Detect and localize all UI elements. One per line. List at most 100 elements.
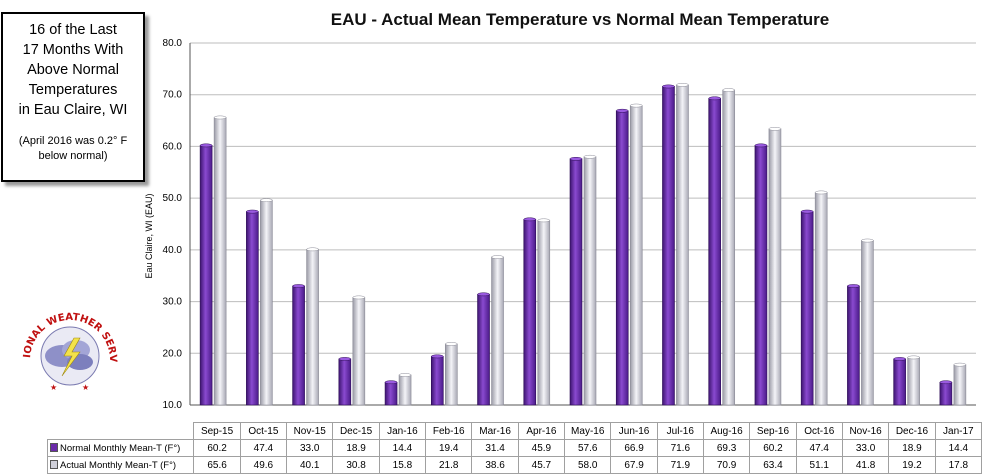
- y-tick-label: 10.0: [163, 400, 183, 411]
- bar-top-normal-Sep-15: [199, 143, 213, 148]
- y-tick-label: 60.0: [163, 141, 183, 152]
- bar-actual-Nov-16: [861, 240, 874, 406]
- bar-normal-Oct-16: [800, 211, 814, 406]
- data-label-actual: 15.8: [378, 456, 427, 474]
- bar-normal-Dec-16: [893, 358, 906, 406]
- y-axis-ticks: 10.0 20.0 30.0 40.0 50.0 60.0 70.0 80.0: [163, 38, 183, 411]
- x-tick-label: Nov-16: [841, 422, 890, 440]
- data-label-normal: 69.3: [702, 439, 751, 457]
- annotation-line-2: 17 Months With: [22, 42, 124, 58]
- annotation-line-5: in Eau Claire, WI: [18, 102, 128, 118]
- legend-swatch-normal: [50, 443, 58, 453]
- data-label-actual: 58.0: [564, 456, 612, 474]
- bar-normal-Oct-15: [246, 211, 259, 406]
- bar-top-actual-Nov-15: [306, 247, 319, 252]
- x-tick-label: Sep-15: [193, 422, 241, 440]
- bar-top-actual-Jan-16: [398, 373, 412, 377]
- data-label-actual: 63.4: [749, 456, 797, 474]
- bar-top-actual-Oct-15: [260, 198, 273, 203]
- data-label-actual: 21.8: [425, 456, 473, 474]
- data-label-normal: 14.4: [934, 439, 982, 457]
- bar-actual-Oct-16: [814, 192, 828, 406]
- data-label-actual: 40.1: [286, 456, 334, 474]
- y-tick-label: 30.0: [163, 297, 183, 308]
- x-tick-label: May-16: [564, 422, 612, 440]
- data-label-normal: 71.6: [656, 439, 704, 457]
- data-label-normal: 60.2: [193, 439, 241, 457]
- bar-normal-Jul-16: [662, 86, 675, 406]
- bar-top-normal-Nov-16: [847, 284, 860, 288]
- x-tick-label: Apr-16: [517, 422, 566, 440]
- bar-actual-Apr-16: [537, 220, 551, 406]
- y-axis-label: Eau Claire, WI (EAU): [144, 193, 154, 278]
- data-label-actual: 30.8: [332, 456, 380, 474]
- bar-actual-May-16: [583, 156, 597, 406]
- x-tick-label: Dec-15: [332, 422, 380, 440]
- bar-actual-Sep-15: [213, 117, 227, 406]
- bar-top-normal-Sep-16: [754, 143, 768, 148]
- legend-label-normal: Normal Monthly Mean-T (F°): [60, 442, 181, 454]
- x-tick-label: Dec-16: [888, 422, 936, 440]
- bar-top-actual-Apr-16: [537, 218, 551, 223]
- data-label-normal: 66.9: [610, 439, 658, 457]
- bar-actual-Jun-16: [629, 105, 643, 406]
- bar-top-actual-Jan-17: [953, 362, 967, 367]
- bar-actual-Aug-16: [722, 89, 736, 406]
- annotation-line-1: 16 of the Last: [29, 22, 117, 38]
- y-tick-label: 70.0: [163, 90, 183, 101]
- bar-top-actual-Aug-16: [722, 88, 735, 92]
- bar-top-normal-Jan-16: [384, 380, 398, 385]
- bar-top-normal-Feb-16: [431, 354, 444, 359]
- y-tick-label: 50.0: [163, 193, 183, 204]
- bar-normal-Mar-16: [477, 294, 490, 406]
- x-tick-label: Jul-16: [656, 422, 704, 440]
- bar-top-actual-Feb-16: [445, 342, 458, 346]
- x-tick-label: Sep-16: [749, 422, 797, 440]
- table-row-actual: Actual Monthly Mean-T (F°) 65.6 49.6 40.1 30…: [46, 456, 982, 474]
- bar-top-normal-Oct-16: [800, 209, 814, 214]
- data-label-normal: 45.9: [517, 439, 566, 457]
- bar-top-actual-Sep-15: [213, 115, 227, 120]
- data-label-actual: 19.2: [888, 456, 936, 474]
- bar-normal-Sep-16: [754, 145, 768, 406]
- data-label-normal: 47.4: [795, 439, 843, 457]
- bar-normal-Nov-15: [292, 285, 305, 406]
- legend-entry-normal: Normal Monthly Mean-T (F°): [46, 439, 195, 457]
- y-tick-label: 80.0: [163, 38, 183, 49]
- bar-actual-Jan-17: [953, 364, 967, 406]
- legend-entry-actual: Actual Monthly Mean-T (F°): [46, 456, 195, 474]
- x-tick-label: Nov-15: [286, 422, 334, 440]
- bar-top-normal-Aug-16: [708, 96, 721, 101]
- y-tick-label: 40.0: [163, 245, 183, 256]
- legend-label-actual: Actual Monthly Mean-T (F°): [60, 459, 177, 471]
- bar-top-actual-Mar-16: [491, 255, 504, 259]
- bar-top-normal-Nov-15: [292, 284, 305, 288]
- bar-top-actual-Nov-16: [861, 238, 874, 243]
- bar-top-normal-Mar-16: [477, 292, 490, 297]
- bar-top-actual-May-16: [583, 154, 597, 159]
- bar-actual-Feb-16: [444, 343, 458, 406]
- bar-top-actual-Dec-16: [907, 355, 920, 360]
- table-header-row: Sep-15 Oct-15 Nov-15 Dec-15 Jan-16 Feb-16 Mar-…: [48, 422, 982, 440]
- data-label-actual: 65.6: [193, 456, 241, 474]
- bar-top-normal-Oct-15: [246, 209, 259, 214]
- bar-normal-Jan-16: [384, 381, 398, 406]
- data-label-normal: 19.4: [425, 439, 473, 457]
- bar-actual-Mar-16: [491, 256, 504, 406]
- bar-top-actual-Sep-16: [768, 126, 782, 131]
- annotation-textbox: 16 of the Last 17 Months With Above Norm…: [1, 12, 145, 182]
- data-label-actual: 38.6: [471, 456, 519, 474]
- bar-actual-Dec-15: [352, 297, 366, 406]
- bar-top-normal-Dec-15: [338, 357, 352, 361]
- grid-lines: [189, 42, 976, 406]
- bar-actual-Sep-16: [768, 128, 782, 406]
- bar-top-normal-Jan-17: [939, 380, 953, 385]
- data-label-actual: 17.8: [934, 456, 982, 474]
- bar-top-normal-Dec-16: [893, 357, 906, 361]
- bar-top-actual-Oct-16: [814, 190, 828, 195]
- bar-normal-Nov-16: [847, 285, 860, 406]
- bar-actual-Oct-15: [260, 199, 273, 406]
- x-tick-label: Mar-16: [471, 422, 519, 440]
- data-label-normal: 33.0: [841, 439, 890, 457]
- bar-normal-May-16: [569, 158, 583, 406]
